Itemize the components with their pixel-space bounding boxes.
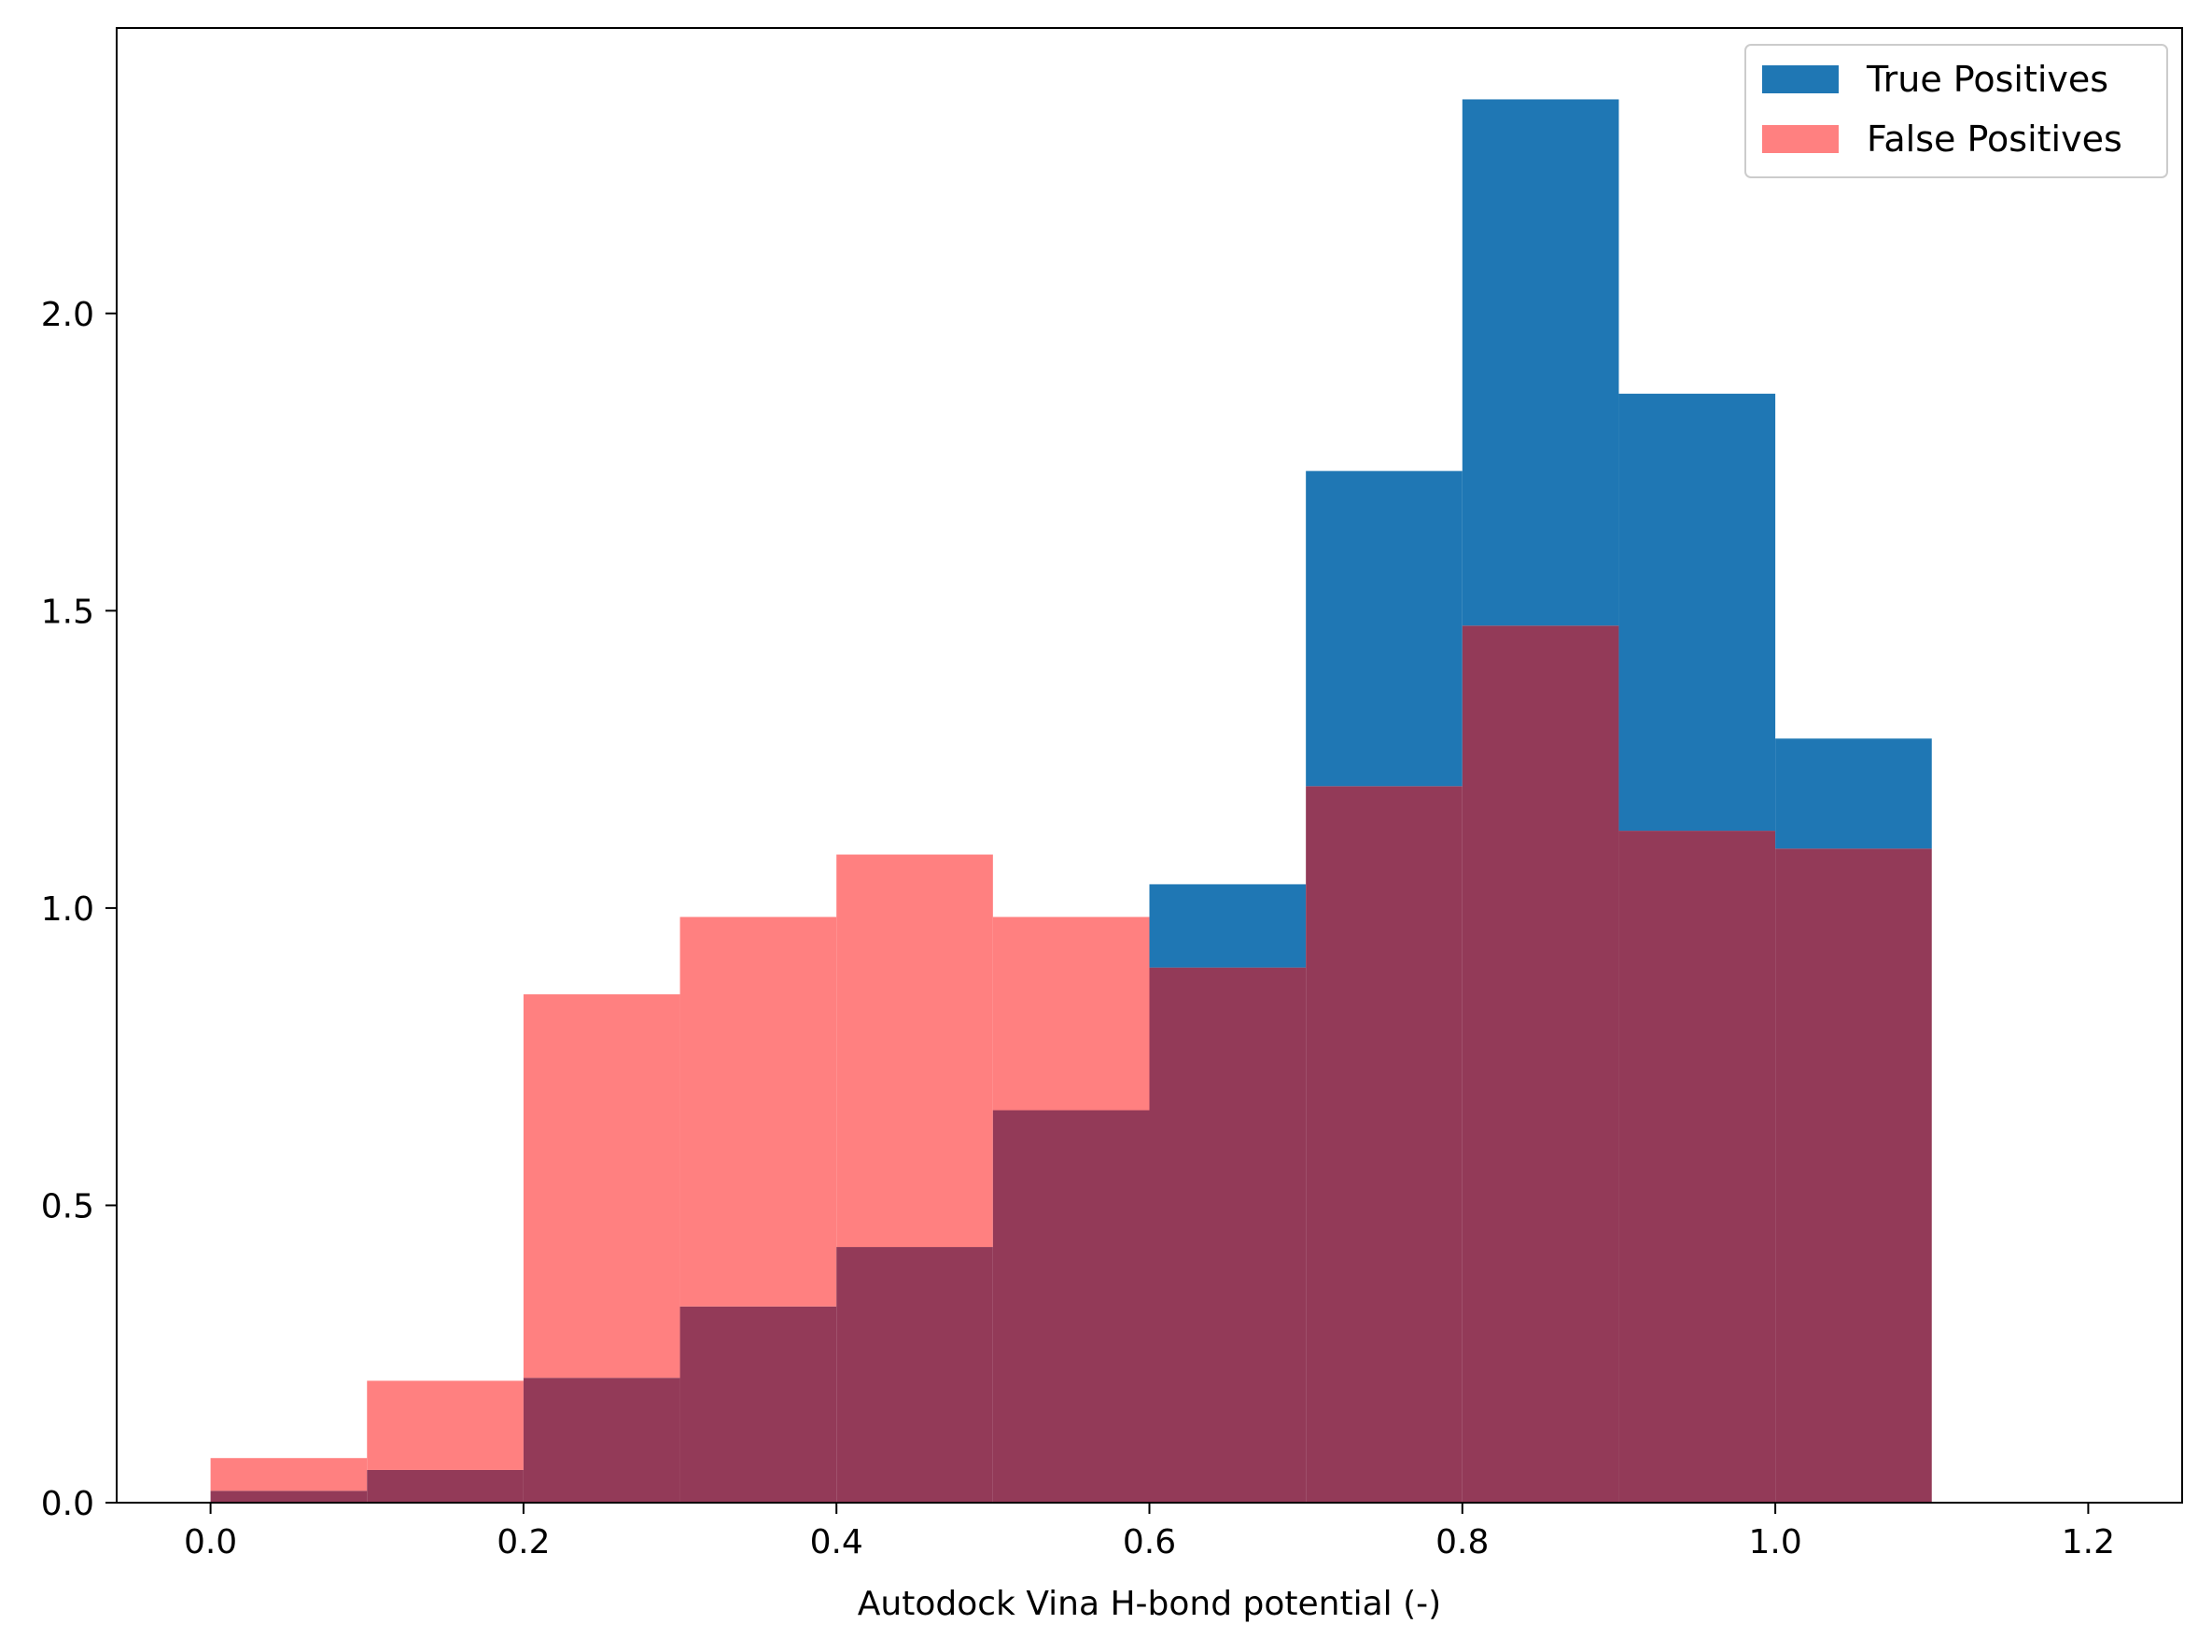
legend: True Positives False Positives: [1744, 44, 2168, 178]
x-axis-label: Autodock Vina H-bond potential (-): [858, 1585, 1441, 1623]
y-tick-label: 1.5: [41, 593, 94, 631]
bar-overlap-1: [367, 1469, 524, 1503]
legend-label-true-positives: True Positives: [1866, 59, 2108, 100]
y-tick-label: 2.0: [41, 296, 94, 334]
bar-true-positives-7: [1306, 470, 1463, 787]
legend-swatch-false-positives: [1762, 125, 1839, 153]
y-tick-label: 0.0: [41, 1485, 94, 1523]
bars-layer: [210, 99, 1932, 1503]
legend-swatch-true-positives: [1762, 65, 1839, 93]
bar-overlap-2: [523, 1378, 680, 1503]
legend-box: [1744, 44, 2168, 178]
bar-overlap-4: [836, 1247, 993, 1503]
x-tick-label: 0.6: [1123, 1523, 1176, 1561]
y-tick-label: 1.0: [41, 890, 94, 929]
bar-overlap-8: [1462, 625, 1619, 1503]
legend-label-false-positives: False Positives: [1867, 119, 2122, 160]
bar-overlap-9: [1618, 831, 1776, 1503]
bar-overlap-10: [1775, 848, 1932, 1503]
bar-true-positives-10: [1775, 738, 1932, 849]
x-axis-ticks: 0.0 0.2 0.4 0.6 0.8 1.0 1.2: [184, 1503, 2115, 1561]
x-tick-label: 0.8: [1435, 1523, 1489, 1561]
bar-false-positives-2: [523, 994, 680, 1379]
bar-false-positives-5: [992, 917, 1150, 1111]
x-tick-label: 0.0: [184, 1523, 237, 1561]
x-tick-label: 1.2: [2062, 1523, 2115, 1561]
bar-false-positives-0: [210, 1458, 368, 1491]
bar-false-positives-4: [836, 854, 993, 1248]
bar-overlap-3: [679, 1306, 837, 1503]
bar-overlap-6: [1149, 967, 1307, 1503]
bar-true-positives-8: [1462, 99, 1619, 626]
bar-overlap-7: [1306, 786, 1463, 1503]
bar-false-positives-3: [679, 917, 837, 1307]
x-tick-label: 0.2: [497, 1523, 550, 1561]
bar-overlap-5: [992, 1110, 1150, 1503]
bar-overlap-0: [210, 1491, 368, 1503]
y-axis-ticks: 0.0 0.5 1.0 1.5 2.0: [41, 296, 117, 1523]
y-tick-label: 0.5: [41, 1187, 94, 1225]
bar-true-positives-9: [1618, 393, 1776, 832]
bar-false-positives-1: [367, 1380, 524, 1470]
x-tick-label: 1.0: [1748, 1523, 1801, 1561]
bar-true-positives-6: [1149, 884, 1307, 968]
x-tick-label: 0.4: [810, 1523, 863, 1561]
